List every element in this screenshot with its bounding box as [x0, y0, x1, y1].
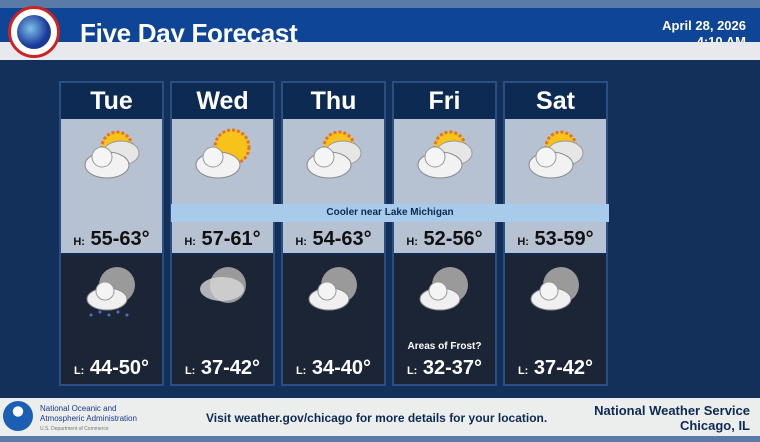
low-temp: L: 37-42°: [505, 357, 606, 380]
day-name: Thu: [310, 87, 357, 115]
partly-sunny-icon: [77, 125, 147, 185]
bottom-strip: [0, 436, 760, 442]
night-panel: L: 37-42°: [505, 255, 606, 384]
low-temp: L: 32-37°: [394, 357, 495, 380]
partly-sunny-icon: [299, 125, 369, 185]
low-value: 37-42°: [533, 357, 594, 379]
low-value: 37-42°: [200, 357, 261, 379]
day-panel: H: 52-56°: [394, 119, 495, 253]
high-value: 53-59°: [534, 228, 594, 250]
high-label: H:: [295, 236, 307, 248]
partly-cloudy-moon-icon: [521, 261, 591, 321]
high-label: H:: [73, 236, 85, 248]
day-panel: H: 55-63°: [61, 119, 162, 253]
footer: National Oceanic and Atmospheric Adminis…: [0, 398, 760, 436]
low-value: 44-50°: [89, 357, 150, 379]
high-temp: H: 52-56°: [394, 228, 495, 251]
low-temp: L: 44-50°: [61, 357, 162, 380]
high-label: H:: [517, 236, 529, 248]
night-note: Areas of Frost?: [407, 341, 482, 352]
day-panel: H: 57-61°: [172, 119, 273, 253]
mostly-sunny-icon: [188, 125, 258, 185]
low-value: 32-37°: [422, 357, 483, 379]
cloudy-moon-showers-icon: [77, 261, 147, 321]
noaa-line1: National Oceanic and: [40, 404, 117, 413]
high-label: H:: [184, 236, 196, 248]
day-name: Sat: [536, 87, 575, 115]
day-column-tue: Tue H: 55-63° L: 44-50°: [59, 81, 164, 386]
partly-sunny-icon: [410, 125, 480, 185]
partly-cloudy-moon-icon: [410, 261, 480, 321]
day-panel: H: 54-63°: [283, 119, 384, 253]
high-value: 57-61°: [201, 228, 261, 250]
nws-logo: [8, 6, 60, 58]
night-panel: L: 44-50°: [61, 255, 162, 384]
high-value: 52-56°: [423, 228, 483, 250]
office-line2: Chicago, IL: [679, 418, 750, 433]
day-column-thu: Thu H: 54-63° L: 34-40°: [281, 81, 386, 386]
day-name: Wed: [196, 87, 249, 115]
noaa-logo: [3, 401, 33, 431]
day-column-sat: Sat H: 53-59° L: 37-42°: [503, 81, 608, 386]
day-column-fri: Fri H: 52-56° Areas of Frost? L: 32-37°: [392, 81, 497, 386]
high-value: 54-63°: [312, 228, 372, 250]
high-temp: H: 53-59°: [505, 228, 606, 251]
night-panel: L: 34-40°: [283, 255, 384, 384]
partly-sunny-icon: [521, 125, 591, 185]
lake-michigan-banner: Cooler near Lake Michigan: [171, 204, 609, 222]
high-temp: H: 55-63°: [61, 228, 162, 251]
high-temp: H: 54-63°: [283, 228, 384, 251]
night-panel: L: 37-42°: [172, 255, 273, 384]
issued-date: April 28, 2026: [662, 18, 746, 33]
top-strip: [0, 0, 760, 8]
low-label: L:: [73, 365, 85, 377]
header-bar: Five Day Forecast April 28, 2026 4:10 AM: [0, 8, 760, 49]
day-column-wed: Wed H: 57-61° L: 37-42°: [170, 81, 275, 386]
day-name: Fri: [428, 87, 461, 115]
noaa-line3: U.S. Department of Commerce: [40, 426, 109, 432]
low-label: L:: [517, 365, 529, 377]
high-temp: H: 57-61°: [172, 228, 273, 251]
cloudy-moon-icon: [188, 261, 258, 321]
day-panel: H: 53-59°: [505, 119, 606, 253]
noaa-line2: Atmospheric Administration: [40, 414, 137, 423]
low-temp: L: 37-42°: [172, 357, 273, 380]
partly-cloudy-moon-icon: [299, 261, 369, 321]
night-panel: Areas of Frost? L: 32-37°: [394, 255, 495, 384]
day-name: Tue: [90, 87, 133, 115]
office-line1: National Weather Service: [594, 403, 750, 418]
low-label: L:: [295, 365, 307, 377]
low-temp: L: 34-40°: [283, 357, 384, 380]
high-label: H:: [406, 236, 418, 248]
low-label: L:: [406, 365, 418, 377]
office-name: National Weather Service Chicago, IL: [594, 403, 750, 433]
header-substrip: [0, 42, 760, 60]
high-value: 55-63°: [90, 228, 150, 250]
low-value: 34-40°: [311, 357, 372, 379]
noaa-name: National Oceanic and Atmospheric Adminis…: [40, 404, 137, 434]
visit-link-text: Visit weather.gov/chicago for more detai…: [206, 411, 548, 425]
low-label: L:: [184, 365, 196, 377]
